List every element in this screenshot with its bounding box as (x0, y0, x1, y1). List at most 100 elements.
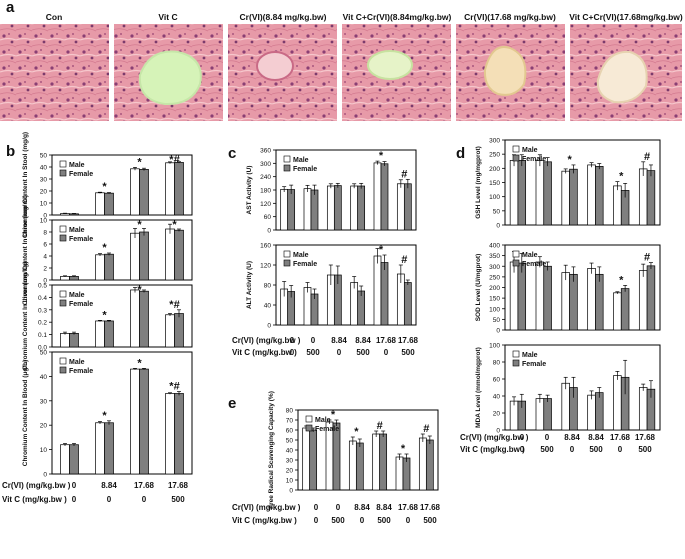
panel-c-chart-1-legend-swatch-1 (283, 259, 291, 267)
panel-c-chart-0-ytick-label-3: 180 (260, 188, 271, 195)
panel-d-chart-1-bar-male-3 (587, 268, 596, 331)
panel-d-chart-1-bar-male-4 (613, 292, 622, 331)
panel-c-xrow-0-value-2: 8.84 (331, 336, 347, 345)
panel-e-chart-0-legend-label-1: Female (315, 426, 339, 433)
panel-e-chart-0-mark-3: # (377, 420, 383, 432)
panel-b-chart-0-bar-female-1 (104, 192, 114, 216)
micrograph-vitc: Vit C (114, 12, 223, 121)
panel-d-xrow-1-value-1: 500 (540, 445, 554, 454)
panel-c-chart-0-mark-4: * (379, 150, 384, 162)
panel-b-chart-3-ytick-label-4: 40 (40, 374, 48, 381)
panel-b-chart-1-mark-3: * (172, 219, 177, 231)
panel-d-xrow-0-value-0: 0 (520, 433, 525, 442)
panel-b-chart-0-mark-3: *# (169, 154, 179, 166)
panel-c-letter: c (228, 145, 236, 162)
panel-e-xrow-1-value-5: 500 (423, 516, 437, 525)
panel-b-chart-3-ytick-label-5: 50 (40, 350, 48, 357)
micrograph-vitc-cr884: Vit C+Cr(VI)(8.84mg/kg.bw) (342, 12, 452, 121)
panel-e-letter: e (228, 395, 236, 412)
panel-d-chart-2-ytick-label-1: 20 (493, 411, 501, 418)
panel-c-chart-0-ytick-label-5: 300 (260, 161, 271, 168)
panel-d-chart-1-bar-female-2 (569, 273, 578, 331)
panel-d-xrow-0-value-3: 8.84 (588, 433, 604, 442)
panel-d-chart-2: 0 20 40 60 80 100 MDA Level (mmol/mgprot) Male F… (475, 343, 661, 435)
panel-d-chart-2-bar-male-1 (535, 398, 545, 431)
panel-c-xrow-0-value-5: 17.68 (398, 336, 419, 345)
panel-c-chart-1-bar-female-4 (380, 262, 389, 326)
panel-c-chart-0-ytick-label-4: 240 (260, 174, 271, 181)
panel-d-xrow-1-value-3: 500 (589, 445, 603, 454)
panel-b-chart-2-bar-female-0 (69, 333, 79, 348)
panel-e-chart-0-bar-male-2 (348, 440, 357, 491)
panel-e-chart-0-ytick-label-7: 70 (286, 418, 294, 425)
panel-b-xrow-label-1: Vit C (mg/kg.bw ) (2, 495, 67, 504)
panel-b-chart-1-ytick-label-2: 4 (43, 254, 47, 261)
panel-c-chart-1-bar-female-5 (403, 282, 412, 326)
panel-d-chart-0-bar-male-4 (613, 185, 622, 226)
panel-e-xrow-0-value-0: 0 (314, 503, 319, 512)
panel-d-chart-1-legend-label-0: Male (522, 252, 538, 259)
panel-b-chart-3-legend-label-1: Female (69, 368, 93, 375)
panel-b-xrow-1-value-3: 500 (171, 495, 185, 504)
panel-c-chart-0: 0 60 120 180 240 300 360 AST Activity (U) * # Male… (246, 148, 417, 235)
panel-d-chart-1-bar-female-1 (543, 265, 552, 331)
panel-b-chart-1-ytick-label-0: 0 (43, 278, 47, 285)
panel-b-chart-0-frame (51, 154, 193, 216)
panel-c-xrow-0-value-1: 0 (311, 336, 316, 345)
panel-b-chart-0-legend-label-0: Male (69, 162, 85, 169)
panel-c-chart-0-bar-male-3 (350, 185, 359, 231)
panel-b-chart-1-legend-swatch-1 (59, 234, 67, 242)
panel-c-xrow-0-value-4: 17.68 (376, 336, 397, 345)
panel-d-chart-1-ytick-label-7: 350 (489, 253, 500, 260)
panel-d-xrow-0-value-5: 17.68 (635, 433, 656, 442)
panel-c-chart-0-bar-female-1 (310, 189, 319, 231)
panel-d-chart-0-bar-male-3 (587, 164, 596, 226)
panel-b-chart-1-bar-male-2 (130, 232, 140, 281)
panel-b-letter: b (6, 143, 15, 160)
panel-d-chart-0-mark-4: * (619, 171, 624, 183)
panel-b-chart-2: 0.0 0.1 0.2 0.3 0.4 0.5 Chromium Content In Li… (22, 261, 193, 371)
panel-c-xrow-0-value-3: 8.84 (355, 336, 371, 345)
panel-b-xrow-0-value-3: 17.68 (168, 481, 189, 490)
panel-d-chart-2-ytick-label-4: 80 (493, 360, 501, 367)
panel-b-chart-2-ytick-label-0: 0.0 (38, 345, 47, 352)
micrograph-cr1768: Cr(VI)(17.68 mg/kg.bw) (456, 12, 565, 121)
panel-e-chart-0-ytick-label-5: 50 (286, 438, 294, 445)
panel-c-xrow-label-1: Vit C (mg/kg.bw ) (232, 348, 297, 357)
panel-b-chart-3-bar-female-0 (69, 444, 79, 475)
panel-c-chart-1-bar-male-4 (373, 255, 382, 326)
panel-b-chart-1: 0 2 4 6 8 10 Chromium Content In Urine (mg/ml)… (22, 195, 193, 305)
panel-e-chart-0-bar-male-3 (372, 433, 381, 491)
panel-c-chart-1-mark-4: * (379, 244, 384, 256)
panel-b-chart-2-ytick-label-1: 0.1 (38, 332, 47, 339)
panel-c-chart-1-bar-female-3 (357, 290, 366, 326)
panel-c-chart-1-ytick-label-2: 80 (264, 283, 272, 290)
panel-d-chart-0-mark-5: # (644, 151, 650, 163)
panel-d-letter: d (456, 145, 465, 162)
panel-d-chart-2-ylabel: MDA Level (mmol/mgprot) (475, 347, 482, 428)
panel-b-chart-2-ytick-label-5: 0.5 (38, 283, 47, 290)
panel-b-chart-0-legend-swatch-1 (59, 169, 67, 177)
panel-c-chart-0-bar-female-5 (403, 183, 412, 231)
panel-b-xrow-1-value-1: 0 (107, 495, 112, 504)
panel-d-chart-1-legend-label-1: Female (522, 261, 546, 268)
panel-e-chart-0: 0 10 20 30 40 50 60 70 80 Free Radical Scavenging… (268, 391, 439, 509)
panel-c-chart-0-bar-female-0 (287, 189, 296, 231)
panel-d-chart-2-legend-label-0: Male (522, 352, 538, 359)
panel-d-chart-1-ytick-label-2: 100 (489, 306, 500, 313)
panel-d-xrow-0-value-2: 8.84 (564, 433, 580, 442)
panel-d-chart-0-legend-swatch-1 (512, 154, 520, 162)
panel-d-xrow-1-value-4: 0 (618, 445, 623, 454)
panel-d-chart-0-ytick-label-4: 200 (489, 166, 500, 173)
panel-d-chart-0-legend-label-1: Female (522, 156, 546, 163)
panel-b-chart-1-bar-female-1 (104, 253, 114, 281)
panel-d-xrow-0-value-1: 0 (545, 433, 550, 442)
micrograph-label-con: Con (46, 12, 63, 22)
panel-c-chart-0-legend-swatch-0 (283, 155, 291, 163)
panel-c-chart-0-mark-5: # (401, 168, 407, 180)
panel-b-chart-2-legend-label-0: Male (69, 292, 85, 299)
panel-d-chart-0-ylabel: GSH Level (mg/mgprot) (475, 146, 482, 219)
panel-b-chart-2-legend-swatch-1 (59, 299, 67, 307)
panel-d-chart-1-mark-4: * (619, 274, 624, 286)
